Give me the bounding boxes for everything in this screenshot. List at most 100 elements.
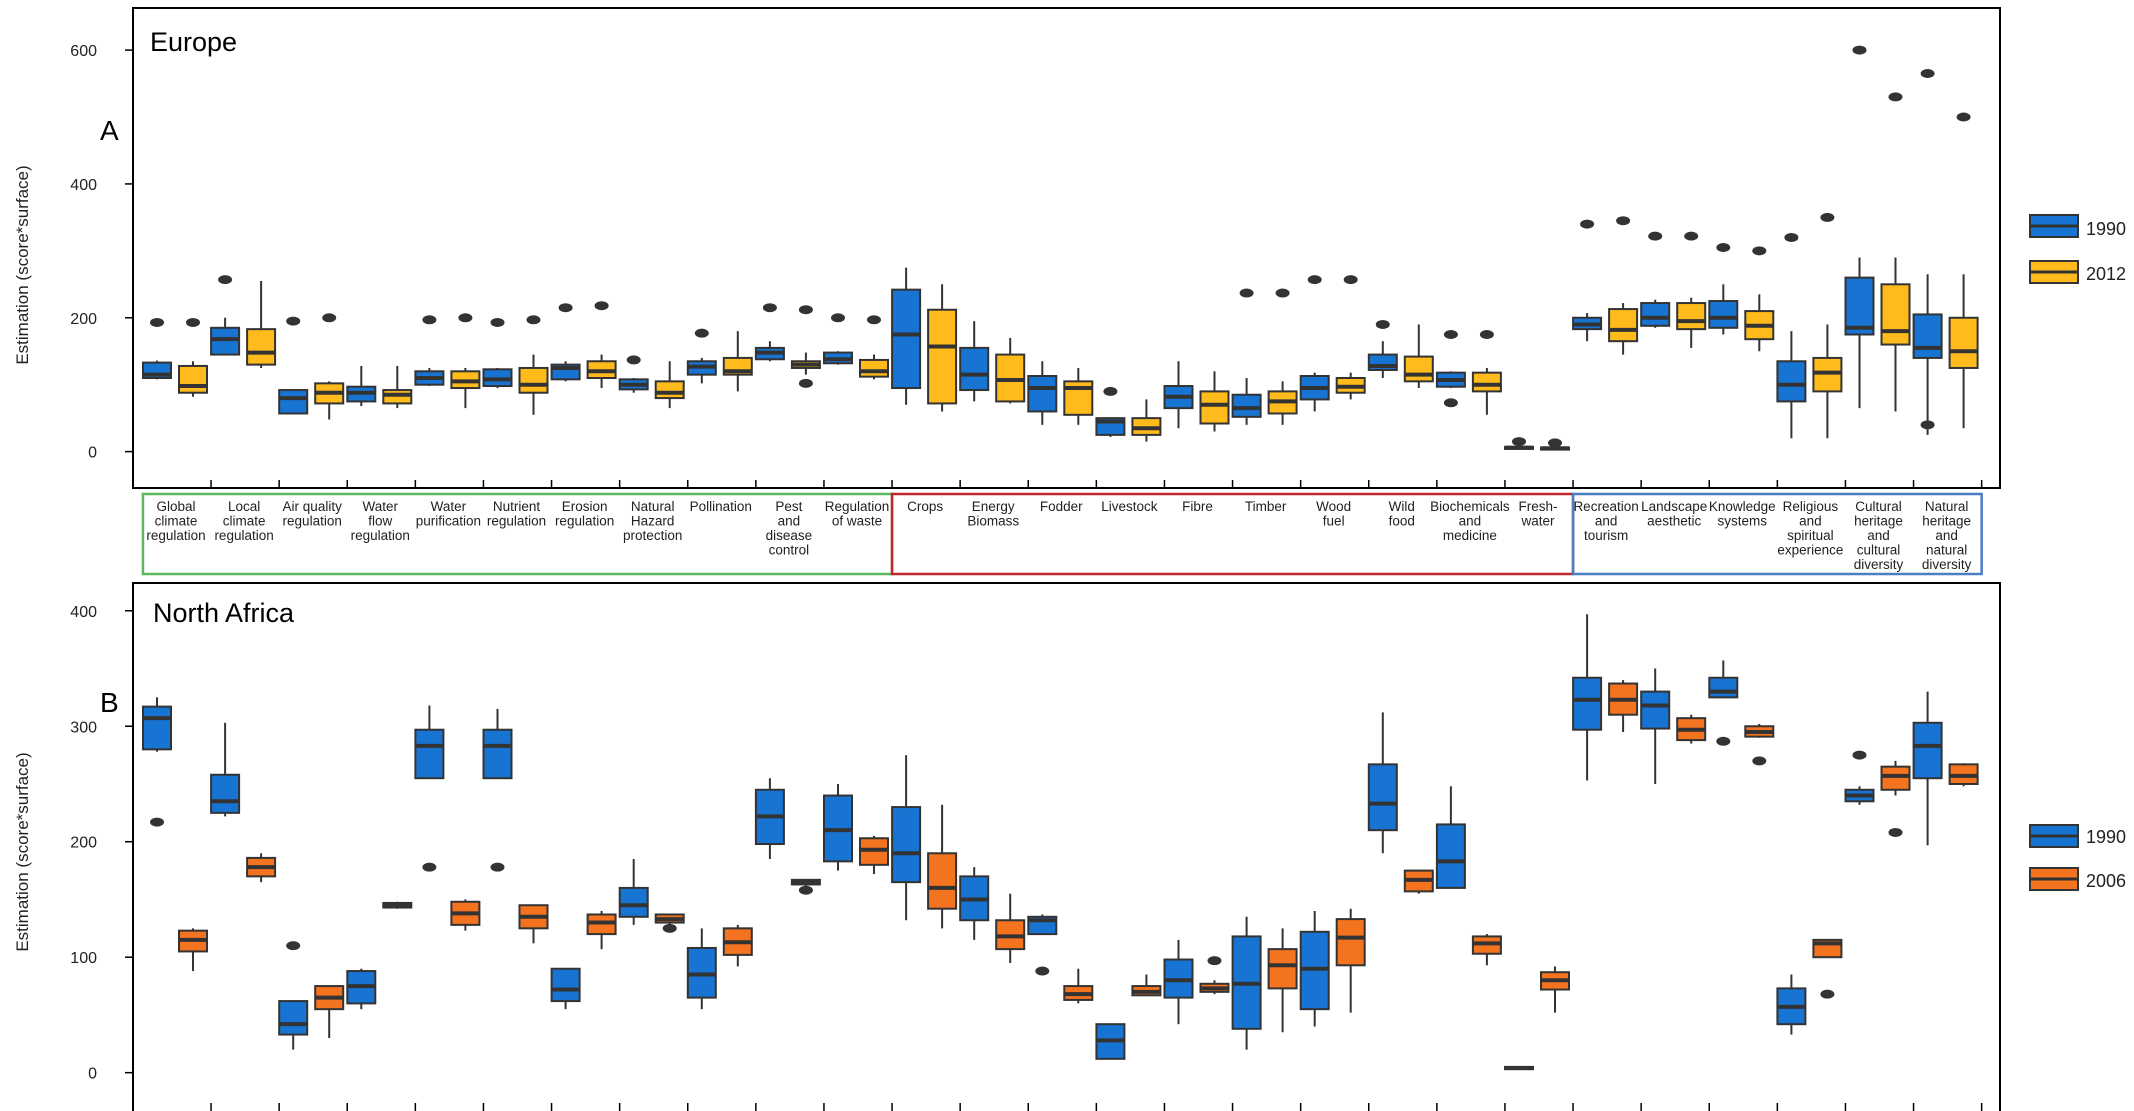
category-label-line: and bbox=[1935, 528, 1958, 543]
box-2006 bbox=[790, 878, 821, 895]
box-2012 bbox=[790, 305, 821, 388]
category-label-line: Fodder bbox=[1040, 499, 1083, 514]
outlier-point bbox=[1479, 330, 1494, 339]
outlier-point bbox=[186, 317, 200, 327]
box-1990 bbox=[1912, 691, 1943, 846]
box-2006 bbox=[314, 985, 345, 1039]
box-1990 bbox=[1708, 243, 1739, 335]
box-2006 bbox=[1403, 869, 1434, 894]
category-label-line: disease bbox=[766, 528, 813, 543]
panel-b-letter: B bbox=[100, 687, 119, 718]
category-label-line: cultural bbox=[1857, 543, 1901, 558]
outlier-point bbox=[694, 328, 709, 338]
category-label-line: diversity bbox=[1922, 557, 1972, 572]
category-label: Cultural heritage and cultural diversity bbox=[1854, 499, 1904, 572]
category-label-line: Landscape bbox=[1641, 499, 1707, 514]
category-label-line: Wild bbox=[1389, 499, 1415, 514]
box-1990 bbox=[1163, 361, 1194, 429]
category-label-line: experience bbox=[1777, 543, 1843, 558]
outlier-point bbox=[1852, 750, 1867, 760]
category-label-line: Cultural bbox=[1855, 499, 1902, 514]
panel-b-y-ticks: 0 100 200 300 400 bbox=[70, 604, 1983, 1111]
box-2012 bbox=[1676, 231, 1707, 348]
box-1990 bbox=[618, 355, 649, 393]
box-1990 bbox=[1776, 974, 1807, 1035]
category-label-line: regulation bbox=[146, 528, 205, 543]
category-label-line: regulation bbox=[214, 528, 273, 543]
box-2012 bbox=[1471, 330, 1502, 415]
y-tick-label: 200 bbox=[70, 835, 97, 852]
outlier-point bbox=[1920, 69, 1935, 78]
box-1990 bbox=[1027, 914, 1058, 976]
outlier-point bbox=[1375, 319, 1390, 329]
category-label-line: and bbox=[1867, 528, 1890, 543]
box-1990 bbox=[1912, 69, 1943, 435]
box-body bbox=[278, 1000, 309, 1036]
box-2012 bbox=[1880, 92, 1911, 412]
y-tick-label: 400 bbox=[70, 604, 97, 621]
category-label-line: Pest bbox=[775, 499, 802, 514]
outlier-point bbox=[458, 313, 473, 323]
box-2012 bbox=[1812, 212, 1843, 439]
box-2006 bbox=[654, 913, 685, 933]
box-body bbox=[891, 806, 922, 884]
category-label-line: climate bbox=[223, 514, 266, 529]
outlier-point bbox=[218, 275, 233, 285]
outlier-point bbox=[662, 923, 677, 933]
box-2012 bbox=[1540, 438, 1570, 451]
box-1990 bbox=[142, 697, 172, 827]
category-label-line: Livestock bbox=[1101, 499, 1158, 514]
box-2006 bbox=[1199, 956, 1230, 995]
box-2006 bbox=[586, 911, 617, 950]
outlier-point bbox=[867, 315, 881, 325]
box-1990 bbox=[210, 275, 241, 356]
box-1990 bbox=[1572, 219, 1603, 342]
category-label: Natural Hazard protection bbox=[623, 499, 682, 543]
outlier-point bbox=[1888, 92, 1903, 102]
category-label-line: Timber bbox=[1245, 499, 1287, 514]
panel-a-letter: A bbox=[100, 115, 119, 146]
category-label-line: aesthetic bbox=[1647, 514, 1701, 529]
box-1990 bbox=[1844, 45, 1875, 409]
box-2012 bbox=[1335, 275, 1366, 400]
category-label-line: water bbox=[1520, 514, 1555, 529]
category-label: Biochemicals and medicine bbox=[1430, 499, 1510, 543]
category-label: Water flow regulation bbox=[351, 499, 410, 543]
category-label: Pollination bbox=[690, 499, 752, 514]
category-label-line: heritage bbox=[1854, 514, 1903, 529]
category-group-frames bbox=[141, 492, 1983, 576]
category-label-line: medicine bbox=[1443, 528, 1497, 543]
outlier-point bbox=[322, 313, 337, 323]
box-1990 bbox=[346, 968, 377, 1010]
box-body bbox=[618, 886, 649, 918]
outlier-point bbox=[526, 315, 541, 325]
outlier-point bbox=[1920, 420, 1935, 430]
box-body bbox=[1027, 374, 1058, 413]
y-tick-label: 300 bbox=[70, 719, 97, 736]
box-2012 bbox=[1608, 216, 1639, 355]
box-2012 bbox=[382, 365, 413, 409]
category-label-line: Local bbox=[228, 499, 260, 514]
category-label-line: Fresh- bbox=[1518, 499, 1557, 514]
box-1990 bbox=[1844, 750, 1875, 805]
box-body bbox=[1880, 765, 1911, 791]
box-2012 bbox=[1131, 399, 1162, 442]
box-1990 bbox=[142, 317, 172, 380]
category-label: Religious and spiritual experience bbox=[1777, 499, 1843, 558]
category-label-line: Global bbox=[156, 499, 195, 514]
box-body bbox=[927, 308, 958, 405]
outlier-point bbox=[1512, 437, 1526, 447]
box-1990 bbox=[1095, 386, 1126, 437]
category-label-line: and bbox=[1595, 514, 1618, 529]
outlier-point bbox=[1207, 956, 1222, 966]
category-label-line: purification bbox=[416, 514, 481, 529]
box-1990 bbox=[414, 315, 445, 387]
box-2006 bbox=[1471, 934, 1502, 966]
category-label-line: Natural bbox=[631, 499, 675, 514]
box-2006 bbox=[1744, 723, 1775, 766]
category-label-line: Erosion bbox=[562, 499, 608, 514]
box-2012 bbox=[995, 337, 1026, 404]
box-1990 bbox=[1708, 660, 1739, 746]
